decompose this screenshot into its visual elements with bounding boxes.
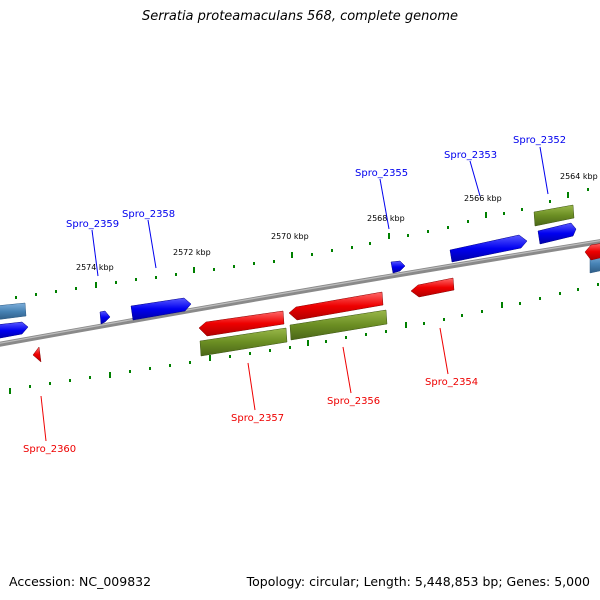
gene-spro-2357-arrow[interactable] — [198, 310, 285, 337]
genome-stats-text: Topology: circular; Length: 5,448,853 bp… — [246, 574, 590, 589]
gene-label-spro-2353[interactable]: Spro_2353 — [444, 150, 497, 161]
gene-label-spro-2358[interactable]: Spro_2358 — [122, 209, 175, 220]
gene-label-spro-2352[interactable]: Spro_2352 — [513, 135, 566, 146]
gene-label-spro-2360[interactable]: Spro_2360 — [23, 444, 76, 455]
gene-spro-2353-arrow[interactable] — [449, 234, 528, 263]
gene-spro-2360-arrow[interactable] — [32, 346, 42, 363]
gene-right-edge-reverse-arrow[interactable] — [584, 243, 600, 261]
gene-label-spro-2356[interactable]: Spro_2356 — [327, 396, 380, 407]
gene-label-spro-2359[interactable]: Spro_2359 — [66, 219, 119, 230]
scale-label-2570: 2570 kbp — [271, 232, 309, 241]
gene-label-spro-2354[interactable]: Spro_2354 — [425, 377, 478, 388]
scale-label-2568: 2568 kbp — [367, 214, 405, 223]
genome-backbone — [0, 239, 600, 347]
gene-spro-2357-rna-box[interactable] — [199, 327, 288, 357]
scale-label-2572: 2572 kbp — [173, 248, 211, 257]
gene-label-spro-2357[interactable]: Spro_2357 — [231, 413, 284, 424]
gene-spro-2352-rna-box[interactable] — [533, 204, 575, 227]
gene-spro-2358-arrow[interactable] — [130, 297, 192, 321]
gene-label-spro-2355[interactable]: Spro_2355 — [355, 168, 408, 179]
gene-left-edge-steel-box[interactable] — [0, 302, 27, 320]
lower-scale-ring — [9, 283, 599, 394]
gene-spro-2352-arrow[interactable] — [537, 222, 577, 245]
gene-spro-2354-arrow[interactable] — [410, 277, 455, 298]
scale-label-2566: 2566 kbp — [464, 194, 502, 203]
gene-spro-2356-arrow[interactable] — [288, 291, 384, 321]
gene-spro-2356-rna-box[interactable] — [289, 309, 388, 341]
gene-spro-2359-arrow[interactable] — [99, 310, 111, 325]
upper-scale-ring — [15, 188, 589, 299]
scale-label-2574: 2574 kbp — [76, 263, 114, 272]
gene-spro-2355-arrow[interactable] — [390, 260, 406, 274]
scale-label-2564: 2564 kbp — [560, 172, 598, 181]
leader-lines — [40, 146, 549, 442]
accession-text: Accession: NC_009832 — [9, 574, 152, 589]
genome-title: Serratia proteamaculans 568, complete ge… — [141, 9, 459, 24]
gene-left-edge-forward-arrow[interactable] — [0, 321, 29, 339]
